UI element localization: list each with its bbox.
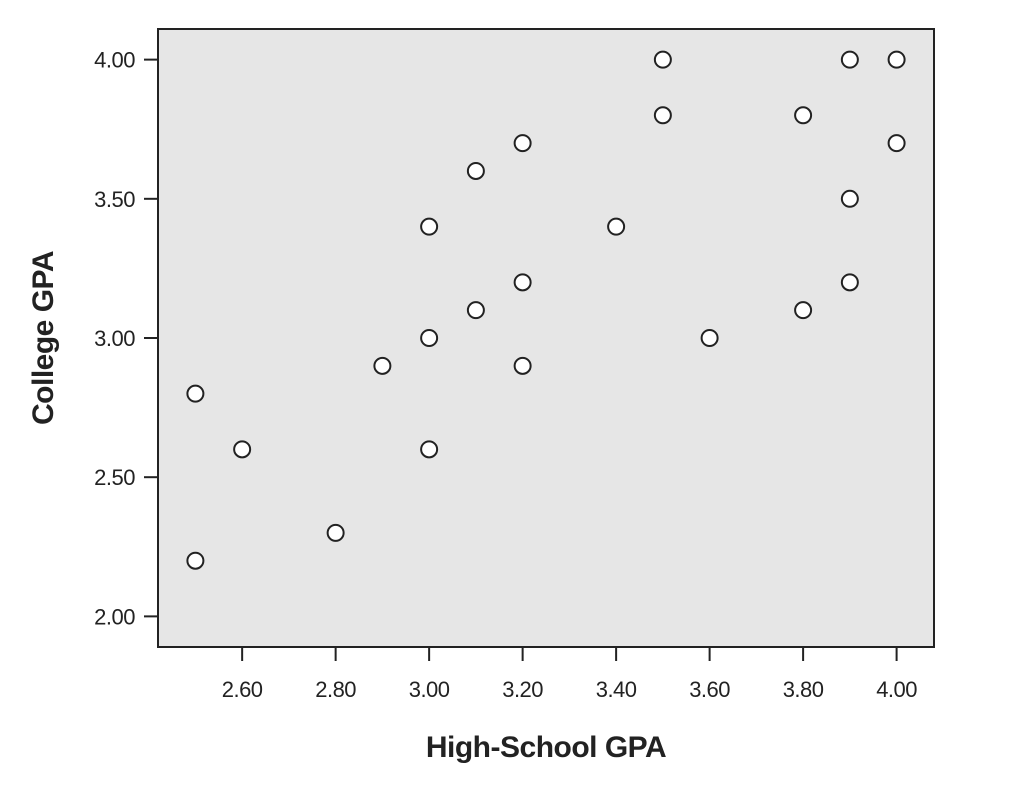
data-point	[840, 50, 859, 69]
data-point	[513, 356, 532, 375]
data-point	[887, 134, 906, 153]
data-point	[466, 301, 485, 320]
data-point	[420, 217, 439, 236]
x-tick-label: 3.80	[783, 677, 824, 702]
data-point	[794, 106, 813, 125]
x-tick-label: 2.80	[315, 677, 356, 702]
data-point	[700, 329, 719, 347]
x-tick-label: 4.00	[876, 677, 917, 702]
data-point	[840, 189, 859, 208]
plot-area	[157, 28, 935, 648]
y-axis-ticks: 2.00 2.50 3.00 3.50 4.00	[94, 48, 158, 629]
y-axis-title: College GPA	[27, 251, 60, 425]
y-tick-label: 3.00	[94, 326, 135, 351]
data-point	[653, 50, 672, 69]
x-tick-label: 3.40	[596, 677, 637, 702]
y-tick-label: 2.00	[94, 604, 135, 629]
data-point	[840, 273, 859, 292]
data-point	[420, 329, 439, 347]
x-axis-ticks: 2.60 2.80 3.00 3.20 3.40 3.60 3.80 4.00	[222, 647, 918, 702]
data-point	[794, 301, 813, 320]
data-point	[420, 440, 439, 459]
data-point	[513, 134, 532, 153]
y-tick-label: 2.50	[94, 465, 135, 490]
y-tick-label: 3.50	[94, 187, 135, 212]
data-points	[186, 50, 906, 570]
x-tick-label: 3.00	[409, 677, 450, 702]
data-point	[513, 273, 532, 292]
data-point	[373, 356, 392, 375]
data-point	[186, 551, 205, 570]
data-point	[233, 440, 252, 459]
x-tick-label: 3.60	[689, 677, 730, 702]
x-tick-label: 3.20	[502, 677, 543, 702]
x-axis-title: High-School GPA	[426, 731, 666, 764]
data-point	[887, 50, 906, 69]
x-tick-label: 2.60	[222, 677, 263, 702]
data-point	[653, 106, 672, 125]
y-tick-label: 4.00	[94, 48, 135, 73]
data-point	[186, 384, 205, 403]
data-point	[607, 217, 626, 236]
data-point	[466, 161, 485, 180]
data-point	[326, 523, 345, 542]
